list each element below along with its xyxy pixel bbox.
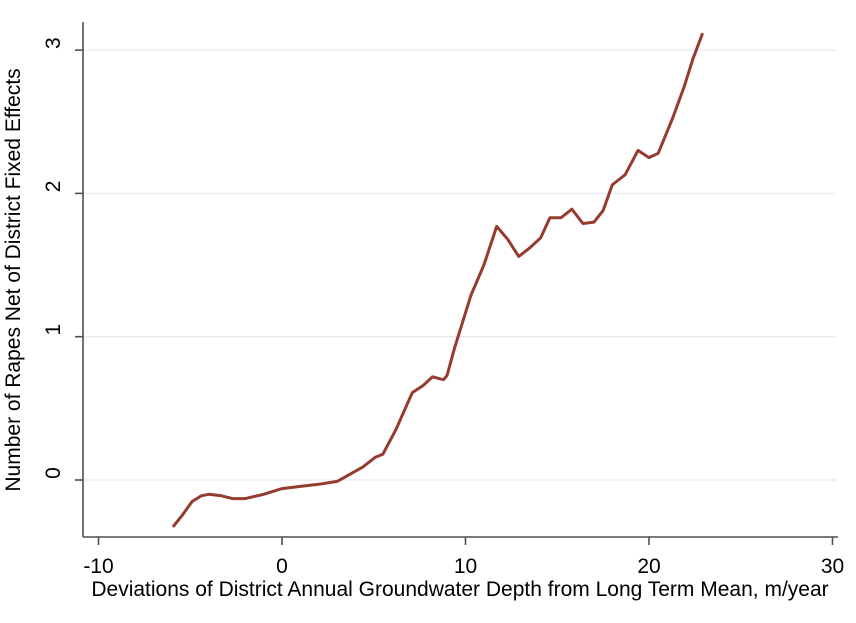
tick-labels: 0 1 2 3 -10 0 10 20 30 [42, 37, 844, 578]
y-tick-label: 3 [42, 37, 65, 49]
y-tick-label: 1 [42, 324, 65, 336]
gridlines [84, 49, 836, 481]
x-axis-title: Deviations of District Annual Groundwate… [91, 578, 828, 601]
smoothed-series-line [172, 32, 704, 528]
y-tick-label: 2 [42, 181, 65, 193]
tick-marks [75, 49, 834, 545]
x-tick-label: 0 [276, 555, 288, 578]
y-axis-title: Number of Rapes Net of District Fixed Ef… [2, 68, 25, 491]
y-tick-label: 0 [42, 467, 65, 479]
x-tick-label: 10 [454, 555, 477, 578]
x-tick-label: -10 [83, 555, 113, 578]
x-tick-label: 30 [821, 555, 844, 578]
x-tick-label: 20 [637, 555, 660, 578]
axes [82, 22, 838, 538]
